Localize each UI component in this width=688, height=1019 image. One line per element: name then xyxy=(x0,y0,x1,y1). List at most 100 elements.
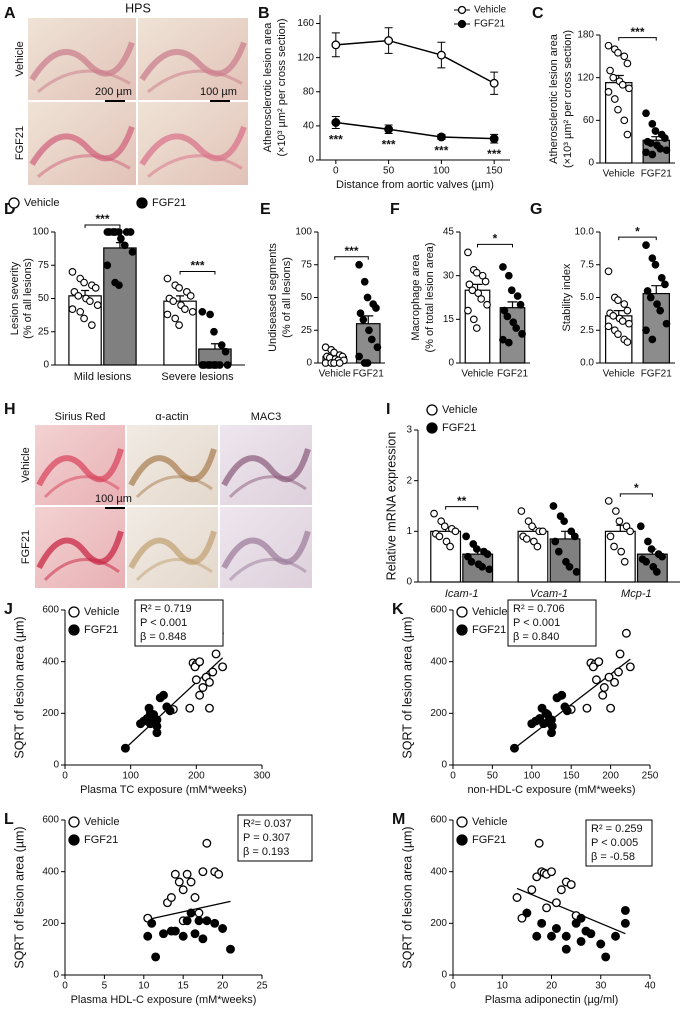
data-point xyxy=(500,306,509,315)
data-point xyxy=(117,234,125,243)
y-tick-label: 40 xyxy=(303,121,315,132)
y-tick-label: 0 xyxy=(588,158,594,169)
data-point xyxy=(159,690,168,700)
data-point xyxy=(356,309,365,318)
data-point xyxy=(355,352,363,361)
significance-label: * xyxy=(493,232,498,246)
data-point xyxy=(147,918,157,928)
data-point xyxy=(504,338,513,347)
data-point xyxy=(620,52,629,61)
data-point xyxy=(554,547,563,556)
scale-bar-label: 200 µm xyxy=(95,86,132,98)
significance-label: *** xyxy=(630,25,644,39)
y-tick-label: 50 xyxy=(301,292,313,303)
x-tick-label: 100 xyxy=(122,771,139,782)
legend-label: FGF21 xyxy=(84,834,118,846)
data-point xyxy=(642,557,650,566)
data-point xyxy=(499,335,507,344)
data-point xyxy=(617,547,626,556)
data-point xyxy=(661,134,669,142)
stats-box xyxy=(237,814,313,862)
y-tick-label: 400 xyxy=(42,656,59,667)
significance-bracket xyxy=(618,37,657,41)
data-point xyxy=(218,662,228,672)
y-axis-label: SQRT of lesion area (µm) xyxy=(12,616,26,758)
panel-label: I xyxy=(386,401,390,418)
data-point xyxy=(195,690,205,700)
tissue xyxy=(135,557,213,581)
tissue xyxy=(43,557,120,581)
tissue xyxy=(128,448,217,487)
tissue xyxy=(228,557,307,581)
y-tick-label: 0 xyxy=(441,760,447,771)
data-point xyxy=(103,261,112,270)
data-point xyxy=(465,280,474,289)
data-point xyxy=(562,557,570,566)
data-point xyxy=(518,330,526,338)
data-point xyxy=(651,260,660,269)
data-point xyxy=(623,306,632,315)
data-point xyxy=(642,109,650,118)
panel-label: B xyxy=(258,5,270,22)
y-tick-label: 180 xyxy=(577,30,594,41)
data-point xyxy=(614,667,623,677)
data-point xyxy=(205,677,214,687)
data-point xyxy=(195,657,205,667)
data-point xyxy=(149,710,159,720)
panel-label: D xyxy=(4,201,16,218)
data-point xyxy=(657,274,666,282)
data-point xyxy=(642,241,650,249)
data-point xyxy=(86,297,94,306)
x-tick-label: FGF21 xyxy=(353,369,385,380)
x-tick-label: 50 xyxy=(487,771,499,782)
data-point xyxy=(483,550,492,558)
legend-marker xyxy=(136,197,148,209)
x-tick-label: 20 xyxy=(546,981,558,992)
data-point xyxy=(610,542,618,551)
data-point xyxy=(642,148,650,157)
data-point xyxy=(166,893,176,902)
data-point xyxy=(335,359,344,367)
y-tick-label: 100 xyxy=(295,227,312,238)
data-point xyxy=(549,502,558,510)
annotation: *** xyxy=(487,147,501,161)
data-point xyxy=(604,497,613,505)
data-point xyxy=(642,326,650,335)
panel-label: J xyxy=(4,601,13,618)
data-point xyxy=(528,522,536,531)
annotation: *** xyxy=(329,133,343,147)
data-point xyxy=(174,877,184,887)
x-axis-label: Plasma adiponectin (µg/ml) xyxy=(485,994,619,1006)
data-point xyxy=(594,657,604,667)
data-point xyxy=(556,512,565,520)
data-point xyxy=(615,649,625,659)
data-point xyxy=(621,628,631,638)
scale-bar-label: 100 µm xyxy=(95,493,132,505)
data-point xyxy=(651,127,660,135)
y-tick-label: 400 xyxy=(42,866,59,877)
data-point xyxy=(74,291,83,300)
tissue xyxy=(147,154,243,178)
data-point xyxy=(625,662,635,672)
x-tick-label: Mild lesions xyxy=(74,371,132,383)
tissue xyxy=(29,125,135,166)
data-point xyxy=(658,552,667,561)
data-point xyxy=(171,314,180,323)
error-bar xyxy=(651,285,662,294)
data-point xyxy=(625,319,633,328)
data-point xyxy=(644,537,652,546)
y-axis-label: (×10³ µm² per cross section) xyxy=(562,30,574,168)
x-tick-label: 0 xyxy=(62,771,68,782)
data-point xyxy=(477,295,486,303)
data-point xyxy=(472,545,481,553)
legend-label: Vehicle xyxy=(474,5,507,16)
data-point xyxy=(128,248,137,256)
data-point xyxy=(93,301,102,310)
data-point xyxy=(598,690,608,700)
x-tick-label: 250 xyxy=(642,771,659,782)
data-point xyxy=(194,916,204,926)
data-point xyxy=(614,48,622,57)
panel-h: H Sirius Red α-actin MAC3 Vehicle FGF21 xyxy=(4,401,281,564)
error-bar xyxy=(507,301,518,308)
data-point xyxy=(620,557,629,566)
